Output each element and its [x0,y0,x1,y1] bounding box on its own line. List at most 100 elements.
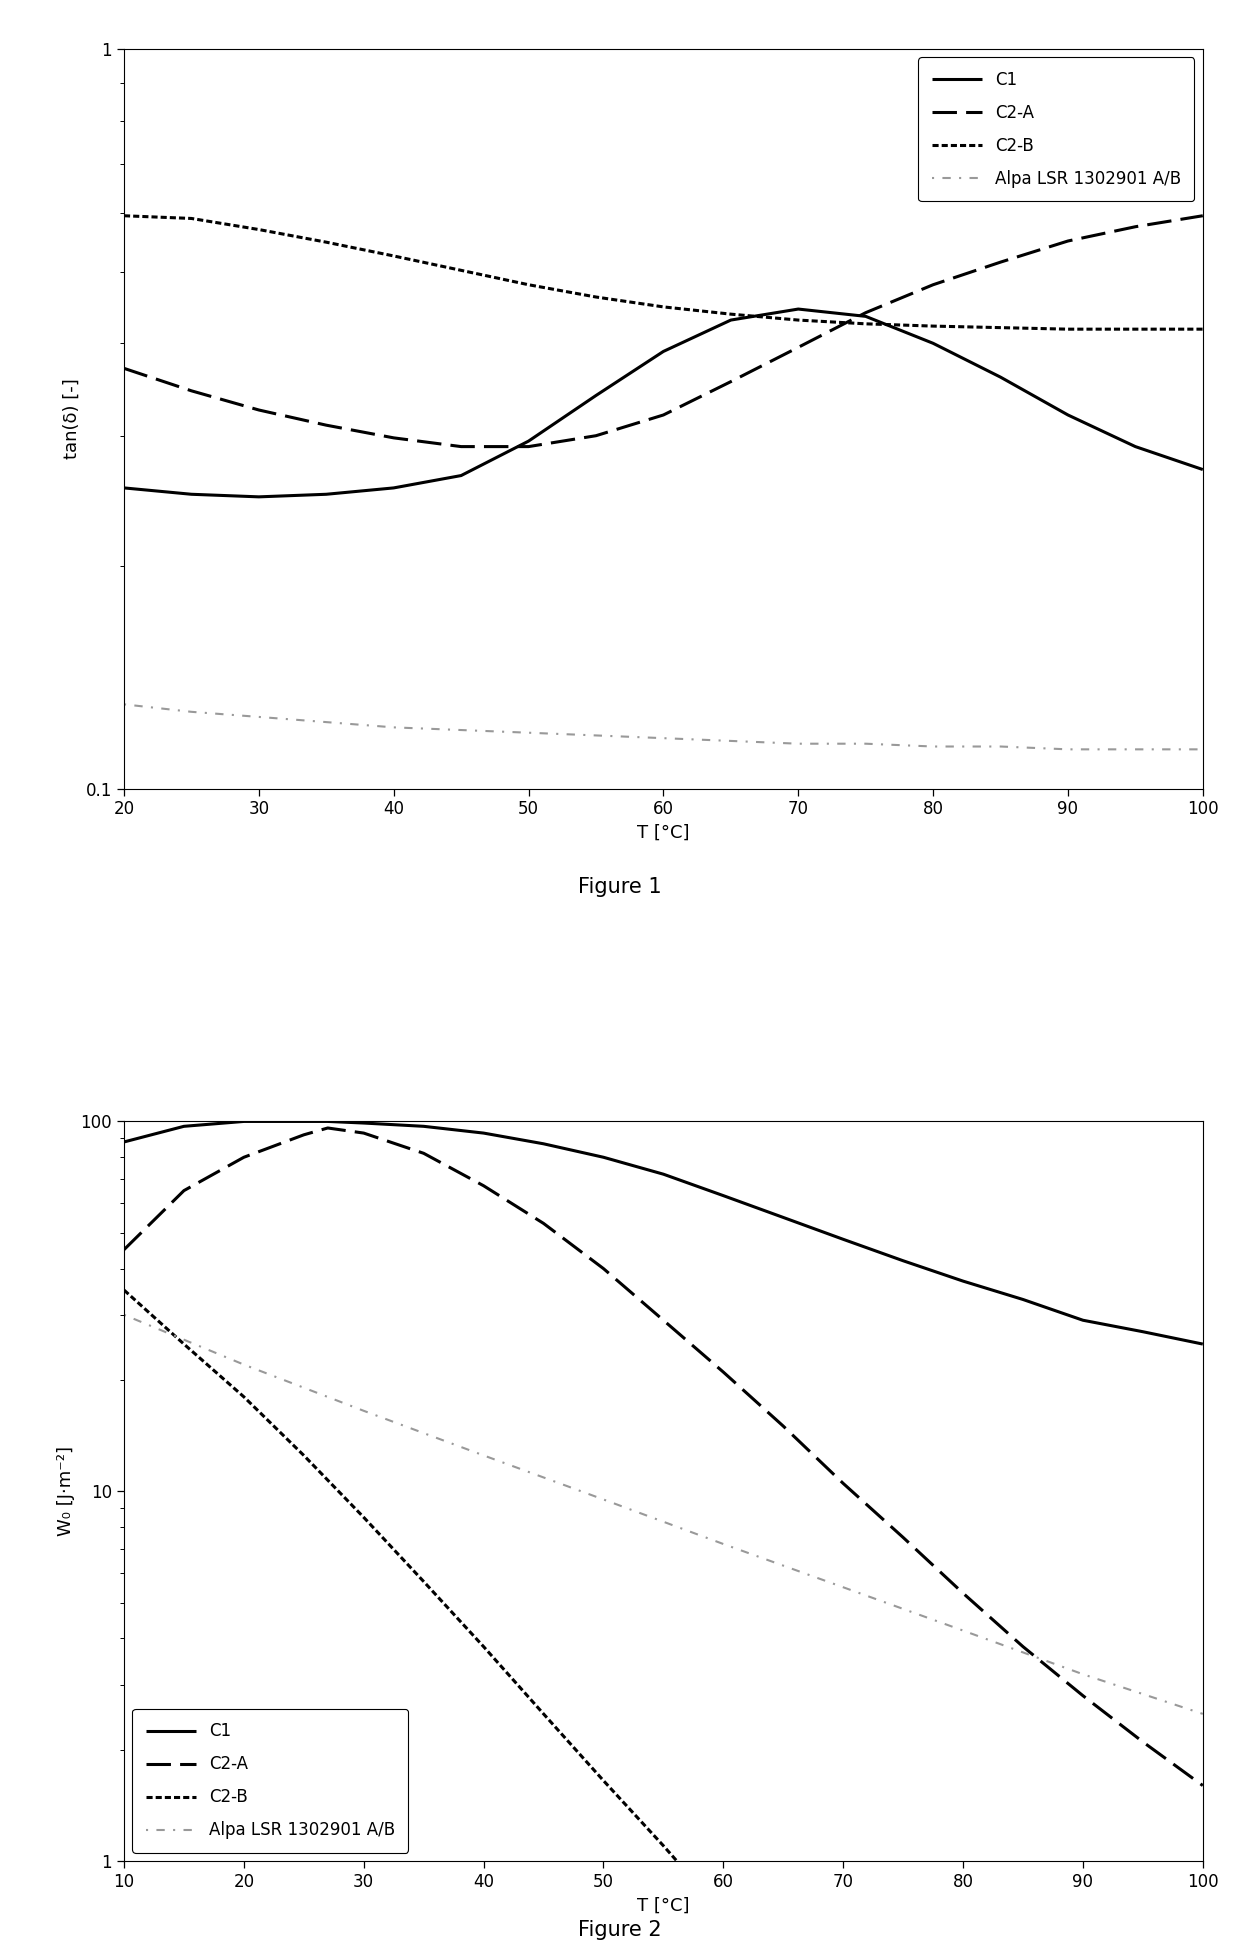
C1 [454,464,469,488]
Line: C2-B: C2-B [124,215,1203,329]
C1 [117,1130,131,1154]
C2-B [117,204,131,227]
C2-A [521,435,536,458]
C2-B [925,313,940,337]
Line: C1: C1 [124,310,1203,498]
C1 [521,429,536,453]
C2-B [791,308,806,331]
C1 [387,476,402,500]
Text: Figure 2: Figure 2 [578,1920,662,1939]
Line: Alpa LSR 1302901 A/B: Alpa LSR 1302901 A/B [124,1314,1203,1714]
C1 [1075,1309,1090,1332]
Line: C2-A: C2-A [124,1128,1203,1785]
C2-B [589,286,604,310]
C2-A [656,1309,671,1332]
Alpa LSR 1302901 A/B [387,715,402,739]
Text: Figure 1: Figure 1 [578,878,662,897]
C1 [356,1111,371,1134]
C2-A [176,1179,191,1203]
C2-A [836,1471,851,1495]
C2-A [656,404,671,427]
Alpa LSR 1302901 A/B [117,1303,131,1326]
C2-A [1136,1730,1151,1753]
C1 [596,1146,611,1170]
C1 [656,339,671,362]
C2-A [320,1117,335,1140]
C1 [417,1115,432,1138]
Legend: C1, C2-A, C2-B, Alpa LSR 1302901 A/B: C1, C2-A, C2-B, Alpa LSR 1302901 A/B [133,1708,408,1853]
C2-A [1016,1636,1030,1659]
C1 [1195,458,1210,482]
C2-B [521,272,536,296]
C2-A [858,302,873,325]
C1 [715,1183,730,1207]
C1 [296,1109,311,1132]
C1 [1195,1332,1210,1356]
C2-A [1195,1773,1210,1796]
C2-A [387,427,402,451]
C2-A [895,1526,910,1550]
C2-B [296,1444,311,1467]
C2-B [715,1902,730,1926]
C1 [117,476,131,500]
C2-A [252,398,267,421]
C1 [723,308,738,331]
C2-B [252,217,267,241]
Alpa LSR 1302901 A/B [117,693,131,717]
C2-B [476,1636,491,1659]
C2-B [1195,317,1210,341]
C2-B [417,1569,432,1593]
Alpa LSR 1302901 A/B [1075,1663,1090,1687]
Alpa LSR 1302901 A/B [184,699,198,723]
C1 [836,1228,851,1252]
C2-A [237,1146,252,1170]
C2-A [925,272,940,296]
Alpa LSR 1302901 A/B [791,733,806,756]
C2-B [656,296,671,319]
C1 [858,304,873,327]
C2-A [993,251,1008,274]
C1 [184,482,198,505]
C2-B [723,302,738,325]
Alpa LSR 1302901 A/B [589,723,604,746]
C2-B [454,259,469,282]
Alpa LSR 1302901 A/B [956,1618,971,1642]
C2-A [117,1238,131,1262]
C1 [319,482,334,505]
C2-B [993,315,1008,339]
C2-A [1195,204,1210,227]
Line: Alpa LSR 1302901 A/B: Alpa LSR 1302901 A/B [124,705,1203,750]
C2-B [319,231,334,255]
C2-B [117,1279,131,1303]
Alpa LSR 1302901 A/B [858,733,873,756]
Y-axis label: tan(δ) [-]: tan(δ) [-] [62,378,81,458]
C1 [589,384,604,407]
C1 [956,1269,971,1293]
C2-A [117,357,131,380]
C2-B [1128,317,1143,341]
Alpa LSR 1302901 A/B [723,729,738,752]
Alpa LSR 1302901 A/B [476,1444,491,1467]
C2-A [715,1360,730,1383]
Alpa LSR 1302901 A/B [596,1487,611,1510]
C2-B [596,1769,611,1792]
C1 [176,1115,191,1138]
C2-B [858,311,873,335]
Alpa LSR 1302901 A/B [1195,739,1210,762]
C2-B [1060,317,1075,341]
C2-A [596,1258,611,1281]
C2-A [589,423,604,447]
Alpa LSR 1302901 A/B [454,719,469,742]
C2-B [237,1385,252,1409]
C2-A [476,1173,491,1197]
C2-A [723,370,738,394]
C1 [237,1109,252,1132]
Line: C2-A: C2-A [124,215,1203,447]
Line: C2-B: C2-B [124,1291,1203,1959]
C2-B [536,1702,551,1726]
Alpa LSR 1302901 A/B [1195,1702,1210,1726]
C2-B [176,1332,191,1356]
C1 [536,1132,551,1156]
Alpa LSR 1302901 A/B [715,1532,730,1555]
C1 [895,1250,910,1273]
